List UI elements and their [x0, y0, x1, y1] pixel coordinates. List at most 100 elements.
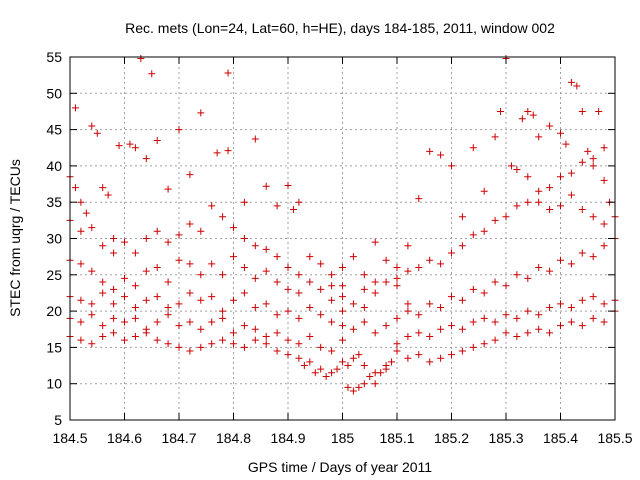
data-point	[306, 333, 314, 341]
data-point	[360, 285, 368, 293]
data-point	[295, 198, 303, 206]
data-point	[513, 166, 521, 174]
data-point	[328, 282, 336, 290]
x-tick-label: 184.5	[52, 430, 87, 446]
data-point	[393, 282, 401, 290]
data-point	[230, 224, 237, 232]
data-point	[589, 155, 597, 163]
data-point	[349, 387, 357, 395]
data-point	[126, 140, 134, 148]
data-point	[164, 311, 172, 319]
data-point	[458, 325, 466, 333]
data-point	[289, 205, 297, 213]
data-point	[371, 369, 379, 377]
y-tick-label: 40	[46, 158, 62, 174]
data-point	[306, 303, 314, 311]
data-point	[371, 278, 379, 286]
data-point	[546, 184, 554, 192]
data-point	[197, 325, 205, 333]
chart-title: Rec. mets (Lon=24, Lat=60, h=HE), days 1…	[125, 20, 555, 36]
data-point	[388, 358, 396, 366]
data-point	[240, 322, 248, 330]
data-point	[600, 220, 608, 228]
data-point	[546, 205, 554, 213]
data-point	[175, 300, 183, 308]
data-point	[295, 289, 303, 297]
data-point	[578, 205, 586, 213]
data-point	[251, 336, 259, 344]
y-tick-label: 15	[46, 339, 62, 355]
data-point	[153, 227, 161, 235]
data-point	[317, 343, 325, 351]
data-point	[284, 336, 292, 344]
y-axis-label: STEC from uqrg / TECUs	[7, 159, 23, 317]
data-point	[469, 285, 477, 293]
data-point	[262, 267, 270, 275]
data-point	[306, 253, 314, 261]
data-point	[328, 271, 336, 279]
data-point	[448, 351, 455, 359]
x-tick-labels: 184.5 184.6 184.7 184.8 184.9 185 185.1 185.2 18…	[52, 430, 632, 446]
data-point	[584, 147, 592, 155]
axis-ticks	[69, 56, 616, 421]
data-point	[535, 133, 543, 141]
data-point	[197, 271, 205, 279]
data-point	[437, 325, 445, 333]
data-point	[426, 256, 434, 264]
data-point	[393, 347, 401, 355]
data-point	[491, 278, 499, 286]
x-tick-label: 185.4	[543, 430, 578, 446]
data-point	[110, 300, 118, 308]
data-point	[458, 296, 466, 304]
data-point	[349, 300, 357, 308]
data-point	[273, 347, 281, 355]
data-point	[546, 122, 554, 130]
data-point	[535, 187, 543, 195]
data-point	[360, 271, 368, 279]
data-point	[480, 340, 488, 348]
data-point	[426, 147, 434, 155]
data-point	[262, 340, 270, 348]
data-point	[262, 333, 270, 341]
data-point	[186, 318, 194, 326]
data-point	[469, 231, 477, 239]
data-point	[426, 358, 434, 366]
data-points	[66, 54, 619, 395]
data-point	[339, 293, 346, 301]
data-point	[518, 115, 526, 123]
data-point	[491, 133, 499, 141]
data-point	[469, 343, 477, 351]
data-point	[99, 289, 107, 297]
data-point	[131, 303, 139, 311]
data-point	[480, 227, 488, 235]
data-point	[328, 296, 336, 304]
data-point	[480, 289, 488, 297]
data-point	[557, 322, 564, 330]
data-point	[382, 256, 390, 264]
data-point	[491, 216, 499, 224]
data-point	[524, 307, 532, 315]
data-point	[104, 191, 112, 199]
data-point	[371, 329, 379, 337]
data-point	[164, 278, 172, 286]
data-point	[295, 314, 303, 322]
data-point	[82, 209, 90, 217]
data-point	[142, 155, 150, 163]
data-point	[573, 82, 581, 90]
data-point	[371, 289, 379, 297]
data-point	[458, 242, 466, 250]
data-point	[208, 340, 216, 348]
data-point	[77, 318, 85, 326]
data-point	[524, 198, 532, 206]
data-point	[230, 329, 237, 337]
data-point	[557, 173, 564, 181]
data-point	[284, 351, 292, 359]
data-point	[344, 383, 352, 391]
data-point	[88, 311, 96, 319]
data-point	[164, 238, 172, 246]
data-point	[567, 318, 575, 326]
data-point	[562, 140, 570, 148]
data-point	[251, 135, 259, 143]
